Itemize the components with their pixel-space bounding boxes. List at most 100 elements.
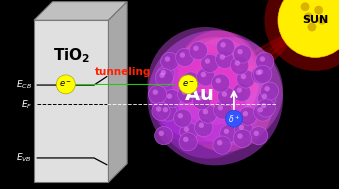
FancyArrowPatch shape bbox=[70, 84, 175, 85]
Polygon shape bbox=[34, 2, 127, 20]
Circle shape bbox=[180, 52, 185, 58]
Circle shape bbox=[56, 75, 75, 94]
Circle shape bbox=[220, 42, 226, 48]
Circle shape bbox=[318, 16, 326, 25]
Circle shape bbox=[216, 50, 234, 68]
Circle shape bbox=[222, 91, 227, 97]
Polygon shape bbox=[108, 2, 127, 182]
Circle shape bbox=[147, 27, 263, 142]
Circle shape bbox=[155, 127, 173, 145]
Text: $E_{CB}$: $E_{CB}$ bbox=[16, 79, 32, 91]
Circle shape bbox=[148, 85, 167, 104]
Circle shape bbox=[258, 69, 263, 75]
Circle shape bbox=[233, 45, 252, 63]
Circle shape bbox=[189, 42, 207, 60]
Circle shape bbox=[212, 74, 230, 92]
Circle shape bbox=[254, 65, 272, 83]
Circle shape bbox=[183, 137, 188, 142]
Circle shape bbox=[161, 70, 166, 75]
Circle shape bbox=[220, 54, 225, 60]
Circle shape bbox=[205, 58, 210, 64]
Circle shape bbox=[182, 89, 187, 95]
Circle shape bbox=[218, 105, 223, 110]
Text: $e^-$: $e^-$ bbox=[59, 80, 72, 89]
Circle shape bbox=[258, 89, 276, 108]
Circle shape bbox=[239, 107, 257, 125]
Circle shape bbox=[203, 109, 208, 114]
Circle shape bbox=[153, 89, 158, 95]
Circle shape bbox=[243, 111, 248, 116]
Circle shape bbox=[254, 103, 272, 121]
Circle shape bbox=[213, 136, 231, 154]
Circle shape bbox=[233, 83, 251, 102]
Circle shape bbox=[258, 107, 263, 112]
Text: tunneling: tunneling bbox=[95, 67, 151, 77]
Circle shape bbox=[186, 76, 191, 81]
Circle shape bbox=[260, 56, 265, 62]
Circle shape bbox=[225, 110, 242, 127]
Circle shape bbox=[171, 44, 239, 111]
Circle shape bbox=[218, 87, 236, 106]
Circle shape bbox=[252, 66, 270, 84]
Circle shape bbox=[158, 57, 259, 159]
Circle shape bbox=[231, 56, 249, 75]
Circle shape bbox=[197, 68, 215, 86]
Text: $E_{F}$: $E_{F}$ bbox=[21, 98, 32, 111]
Circle shape bbox=[307, 23, 316, 31]
Circle shape bbox=[151, 51, 246, 145]
Circle shape bbox=[184, 127, 189, 132]
Circle shape bbox=[178, 113, 183, 119]
Circle shape bbox=[256, 52, 274, 70]
Circle shape bbox=[216, 78, 221, 83]
Circle shape bbox=[216, 38, 235, 56]
Circle shape bbox=[237, 87, 242, 93]
Circle shape bbox=[301, 2, 310, 11]
Circle shape bbox=[182, 72, 200, 90]
Circle shape bbox=[179, 133, 197, 151]
Circle shape bbox=[241, 74, 246, 79]
Circle shape bbox=[161, 52, 179, 70]
Circle shape bbox=[201, 54, 219, 73]
Circle shape bbox=[264, 86, 270, 91]
Circle shape bbox=[220, 125, 238, 143]
Circle shape bbox=[314, 6, 323, 15]
Circle shape bbox=[278, 0, 339, 57]
Circle shape bbox=[193, 46, 199, 51]
Circle shape bbox=[199, 122, 204, 128]
Circle shape bbox=[260, 82, 279, 100]
Circle shape bbox=[159, 73, 165, 78]
Text: $e^-$: $e^-$ bbox=[182, 80, 195, 89]
Circle shape bbox=[217, 140, 222, 146]
Circle shape bbox=[193, 91, 211, 110]
Circle shape bbox=[156, 106, 161, 112]
Circle shape bbox=[178, 30, 259, 111]
Circle shape bbox=[178, 57, 273, 152]
Circle shape bbox=[239, 125, 244, 130]
Circle shape bbox=[256, 70, 261, 75]
Circle shape bbox=[157, 66, 175, 84]
Circle shape bbox=[159, 131, 164, 136]
Circle shape bbox=[262, 94, 267, 99]
Circle shape bbox=[201, 72, 206, 77]
Polygon shape bbox=[34, 20, 108, 182]
Circle shape bbox=[165, 56, 170, 62]
Circle shape bbox=[159, 103, 177, 121]
Circle shape bbox=[176, 48, 194, 67]
Circle shape bbox=[235, 121, 253, 139]
Circle shape bbox=[304, 12, 313, 21]
Circle shape bbox=[264, 0, 339, 71]
Circle shape bbox=[250, 127, 268, 145]
Text: $\mathbf{Au}$: $\mathbf{Au}$ bbox=[184, 85, 213, 104]
Circle shape bbox=[152, 102, 170, 121]
Circle shape bbox=[171, 37, 259, 125]
Circle shape bbox=[199, 105, 217, 123]
Circle shape bbox=[163, 107, 168, 112]
Circle shape bbox=[237, 49, 243, 54]
Circle shape bbox=[254, 131, 259, 136]
Circle shape bbox=[155, 68, 174, 87]
Circle shape bbox=[197, 95, 202, 101]
Text: $\mathbf{TiO_2}$: $\mathbf{TiO_2}$ bbox=[53, 46, 90, 65]
Circle shape bbox=[257, 99, 275, 117]
Circle shape bbox=[175, 37, 283, 145]
Circle shape bbox=[163, 89, 181, 108]
